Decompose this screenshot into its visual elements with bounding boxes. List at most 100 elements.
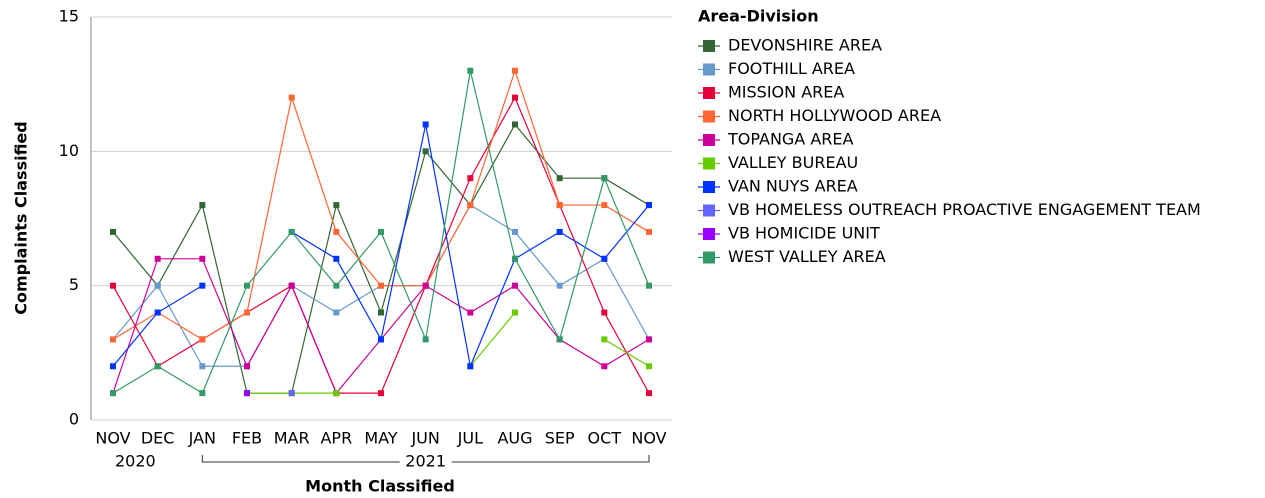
data-point (378, 336, 384, 343)
data-point (512, 309, 518, 316)
year-label: 2020 (115, 452, 156, 471)
legend-label: TOPANGA AREA (727, 130, 854, 149)
data-point (601, 255, 608, 262)
data-point (110, 390, 116, 397)
data-point (110, 363, 116, 370)
data-point (512, 255, 518, 262)
data-point (467, 175, 474, 182)
data-point (556, 282, 563, 289)
data-point (512, 94, 518, 101)
series-line (112, 96, 650, 394)
data-point (378, 228, 384, 235)
data-point (154, 282, 161, 289)
data-point (512, 121, 518, 128)
data-point (244, 282, 250, 289)
data-point (467, 67, 474, 74)
x-tick-label: MAY (364, 429, 398, 448)
data-point (288, 228, 295, 235)
data-point (422, 121, 429, 128)
year-label: 2021 (405, 452, 446, 471)
data-point (556, 336, 563, 343)
data-point (333, 390, 340, 397)
data-point (646, 202, 652, 209)
legend-label: VB HOMICIDE UNIT (728, 224, 880, 243)
legend-swatch (703, 87, 715, 99)
y-tick-label: 0 (69, 410, 79, 429)
year-bracket (451, 455, 650, 463)
data-point (556, 228, 563, 235)
series-line (112, 68, 650, 341)
series-line (112, 258, 650, 395)
x-tick-label: MAR (274, 429, 310, 448)
data-point (422, 336, 429, 343)
x-axis-label: Month Classified (305, 477, 455, 496)
data-point (646, 363, 652, 370)
legend-swatch (703, 228, 715, 240)
data-point (556, 202, 563, 209)
data-point (110, 282, 116, 289)
data-point (422, 148, 429, 155)
data-point (333, 309, 340, 316)
y-axis-label: Complaints Classified (12, 121, 31, 314)
data-point (333, 282, 340, 289)
x-tick-label: NOV (95, 429, 130, 448)
data-point (244, 363, 250, 370)
data-point (601, 202, 608, 209)
x-tick-label: SEP (545, 429, 575, 448)
y-tick-label: 15 (59, 7, 79, 26)
y-tick-label: 10 (59, 141, 79, 160)
data-point (199, 202, 206, 209)
legend-label: WEST VALLEY AREA (728, 247, 886, 266)
data-point (646, 282, 652, 289)
data-point (467, 363, 474, 370)
data-point (199, 390, 206, 397)
x-tick-label: FEB (232, 429, 262, 448)
legend-label: VAN NUYS AREA (728, 177, 858, 196)
data-point (467, 309, 474, 316)
y-tick-label: 5 (69, 275, 79, 294)
data-point (199, 255, 206, 262)
data-point (601, 309, 608, 316)
data-point (646, 390, 652, 397)
data-point (244, 309, 250, 316)
legend-swatch (703, 157, 715, 170)
data-point (154, 255, 161, 262)
legend-swatch (703, 63, 715, 76)
data-point (199, 363, 206, 370)
x-tick-label: NOV (631, 429, 666, 448)
data-point (199, 336, 206, 343)
legend-swatch (703, 40, 715, 52)
data-point (333, 255, 340, 262)
data-point (154, 309, 161, 316)
legend-label: VB HOMELESS OUTREACH PROACTIVE ENGAGEMEN… (728, 200, 1201, 219)
x-tick-label: AUG (497, 429, 532, 448)
data-point (333, 228, 340, 235)
data-point (378, 282, 384, 289)
data-point (378, 309, 384, 316)
data-point (110, 228, 116, 235)
data-point (512, 282, 518, 289)
year-bracket (201, 455, 400, 463)
data-point (333, 202, 340, 209)
data-point (512, 67, 518, 74)
legend-swatch (703, 110, 715, 123)
legend-label: VALLEY BUREAU (728, 153, 858, 172)
data-point (288, 282, 295, 289)
data-point (646, 336, 652, 343)
x-tick-label: APR (320, 429, 352, 448)
data-point (467, 202, 474, 209)
x-tick-label: JUL (457, 429, 483, 448)
legend-swatch (703, 251, 715, 264)
legend-label: FOOTHILL AREA (728, 59, 855, 78)
data-point (110, 336, 116, 343)
data-point (288, 94, 295, 101)
data-point (288, 390, 295, 397)
x-tick-label: DEC (141, 429, 175, 448)
data-point (601, 175, 608, 182)
legend-swatch (703, 181, 715, 193)
data-point (556, 175, 563, 182)
legend-title: Area-Division (698, 7, 819, 26)
x-tick-label: JAN (188, 429, 216, 448)
legend-swatch (703, 204, 715, 217)
